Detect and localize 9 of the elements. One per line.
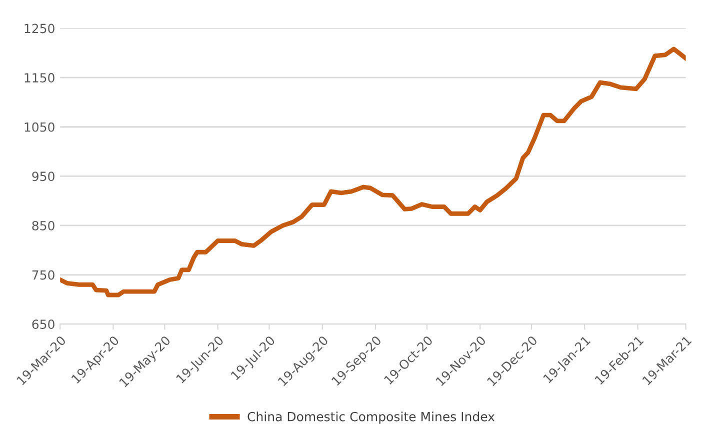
line-series bbox=[60, 46, 686, 298]
legend-label: China Domestic Composite Mines Index bbox=[248, 412, 495, 424]
y-tick-label: 1050 bbox=[24, 122, 54, 132]
y-tick-label: 1250 bbox=[24, 24, 54, 34]
y-tick-label: 1150 bbox=[24, 73, 54, 82]
y-tick-label: 750 bbox=[32, 270, 54, 280]
y-tick-label: 650 bbox=[32, 320, 54, 329]
y-tick-label: 850 bbox=[32, 220, 54, 230]
y-tick-label: 950 bbox=[32, 172, 54, 182]
